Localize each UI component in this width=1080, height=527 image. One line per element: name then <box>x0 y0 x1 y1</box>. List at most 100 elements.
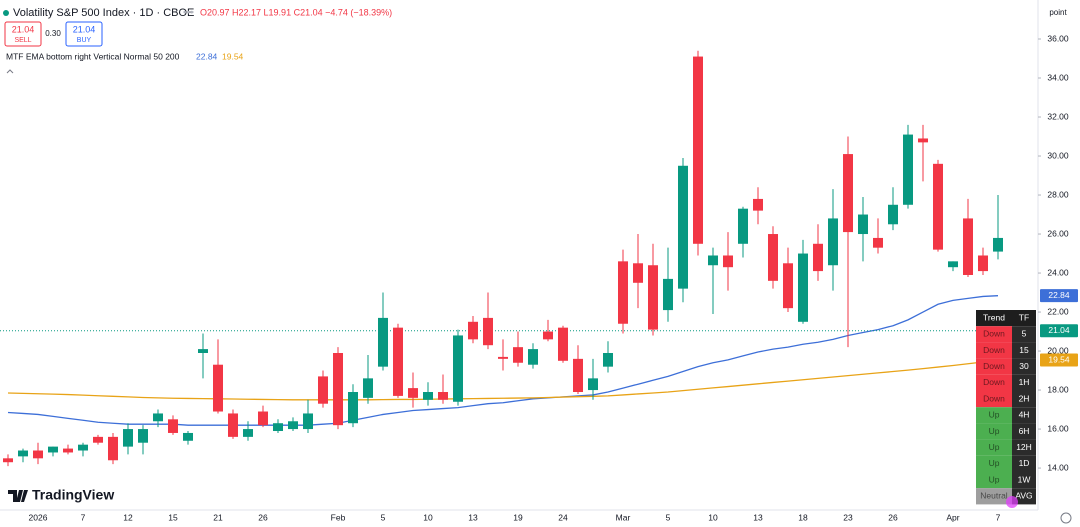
candle-body <box>228 413 238 437</box>
candle-body <box>933 163 943 250</box>
x-tick-label: 5 <box>381 512 386 522</box>
symbol-title: Volatility S&P 500 Index · 1D · CBOE <box>13 7 194 19</box>
trend-cell <box>976 391 1012 408</box>
candle-body <box>963 218 973 275</box>
buy-label[interactable]: BUY <box>77 37 92 44</box>
candle-body <box>708 255 718 266</box>
alert-icon[interactable] <box>1006 496 1018 508</box>
candle-body <box>873 237 883 248</box>
price-tag-label: 22.84 <box>1048 290 1070 300</box>
tf-cell <box>1012 488 1036 505</box>
plot-area <box>0 50 1038 467</box>
tf-text: 30 <box>1019 361 1029 371</box>
candle-body <box>498 356 508 359</box>
candle-body <box>843 154 853 233</box>
candle-body <box>18 450 28 457</box>
tf-cell <box>1012 358 1036 375</box>
trend-text: Neutral <box>980 491 1008 501</box>
trend-text: Down <box>983 361 1005 371</box>
status-dot <box>3 10 9 16</box>
tf-text: 1W <box>1018 474 1031 484</box>
price-tag <box>1040 324 1078 338</box>
y-tick-label: 36.00 <box>1047 33 1069 43</box>
y-tick-label: 16.00 <box>1047 423 1069 433</box>
candle-body <box>858 214 868 235</box>
tf-text: 12H <box>1016 442 1032 452</box>
candle-body <box>423 392 433 400</box>
trend-text: Up <box>989 442 1000 452</box>
sell-button[interactable]: 21.04 SELL <box>4 21 42 47</box>
candle-body <box>768 234 778 281</box>
trend-cell <box>976 326 1012 343</box>
indicator-value: 19.54 <box>222 51 244 61</box>
x-tick-label: 7 <box>996 512 1001 522</box>
sell-price[interactable]: 21.04 <box>12 24 35 34</box>
candle-body <box>138 429 148 443</box>
candle-body <box>468 321 478 340</box>
candle-body <box>513 347 523 363</box>
candle-body <box>408 388 418 398</box>
candle-body <box>903 134 913 205</box>
candle-body <box>363 378 373 398</box>
candle-body <box>108 436 118 461</box>
trend-cell <box>976 472 1012 489</box>
candle-body <box>798 253 808 322</box>
tf-text: 5 <box>1022 329 1027 339</box>
trend-text: Down <box>983 329 1005 339</box>
candle-body <box>153 413 163 422</box>
candle-body <box>243 429 253 437</box>
menu-dots[interactable]: ••• <box>183 8 194 19</box>
ohlc-values: O20.97 H22.17 L19.91 C21.04 −4.74 (−18.3… <box>200 7 392 17</box>
buy-price[interactable]: 21.04 <box>73 24 96 34</box>
x-tick-label: 18 <box>798 512 808 522</box>
candle-body <box>453 335 463 402</box>
candle-body <box>183 432 193 441</box>
candle-body <box>78 444 88 451</box>
candle-body <box>753 198 763 211</box>
logo: TradingView <box>8 487 114 503</box>
y-tick-label: 20.00 <box>1047 345 1069 355</box>
collapse-icon[interactable] <box>6 69 14 74</box>
candle-body <box>528 349 538 365</box>
candle-body <box>573 358 583 393</box>
x-tick-label: 15 <box>168 512 178 522</box>
tf-text: 15 <box>1019 345 1029 355</box>
table-header: Trend <box>983 312 1005 322</box>
tf-cell <box>1012 455 1036 472</box>
tf-text: 1H <box>1019 377 1030 387</box>
sell-box[interactable] <box>4 21 42 47</box>
table-header-bg <box>976 310 1036 327</box>
tf-cell <box>1012 439 1036 456</box>
candle-body <box>648 265 658 330</box>
candle-body <box>273 423 283 432</box>
x-tick-label: 5 <box>666 512 671 522</box>
y-tick-label: 24.00 <box>1047 267 1069 277</box>
candle-body <box>663 278 673 311</box>
y-axis-unit: point <box>1049 8 1067 17</box>
candle-body <box>3 458 13 463</box>
x-tick-label: Apr <box>946 512 959 522</box>
logo-mark <box>8 490 28 502</box>
y-tick-label: 28.00 <box>1047 189 1069 199</box>
candle-body <box>258 411 268 426</box>
candle-body <box>723 255 733 268</box>
trend-table: Trend TF Down 5 Down 15 Down 30 Down 1H Down 2H Up 4H… <box>976 310 1036 505</box>
trend-cell <box>976 439 1012 456</box>
buy-box[interactable] <box>65 21 103 47</box>
candle-body <box>783 263 793 309</box>
x-tick-label: 10 <box>708 512 718 522</box>
candle-body <box>33 450 43 459</box>
price-tag <box>1040 289 1078 303</box>
tf-cell <box>1012 326 1036 343</box>
trend-text: Up <box>989 458 1000 468</box>
x-tick-label: Feb <box>331 512 346 522</box>
candle-body <box>303 413 313 430</box>
candle-body <box>888 204 898 225</box>
y-tick-label: 14.00 <box>1047 462 1069 472</box>
buy-button[interactable]: 21.04 BUY <box>65 21 103 47</box>
candle-body <box>588 378 598 391</box>
settings-icon[interactable] <box>1060 512 1072 524</box>
sell-label[interactable]: SELL <box>14 37 31 44</box>
candle-body <box>948 261 958 268</box>
